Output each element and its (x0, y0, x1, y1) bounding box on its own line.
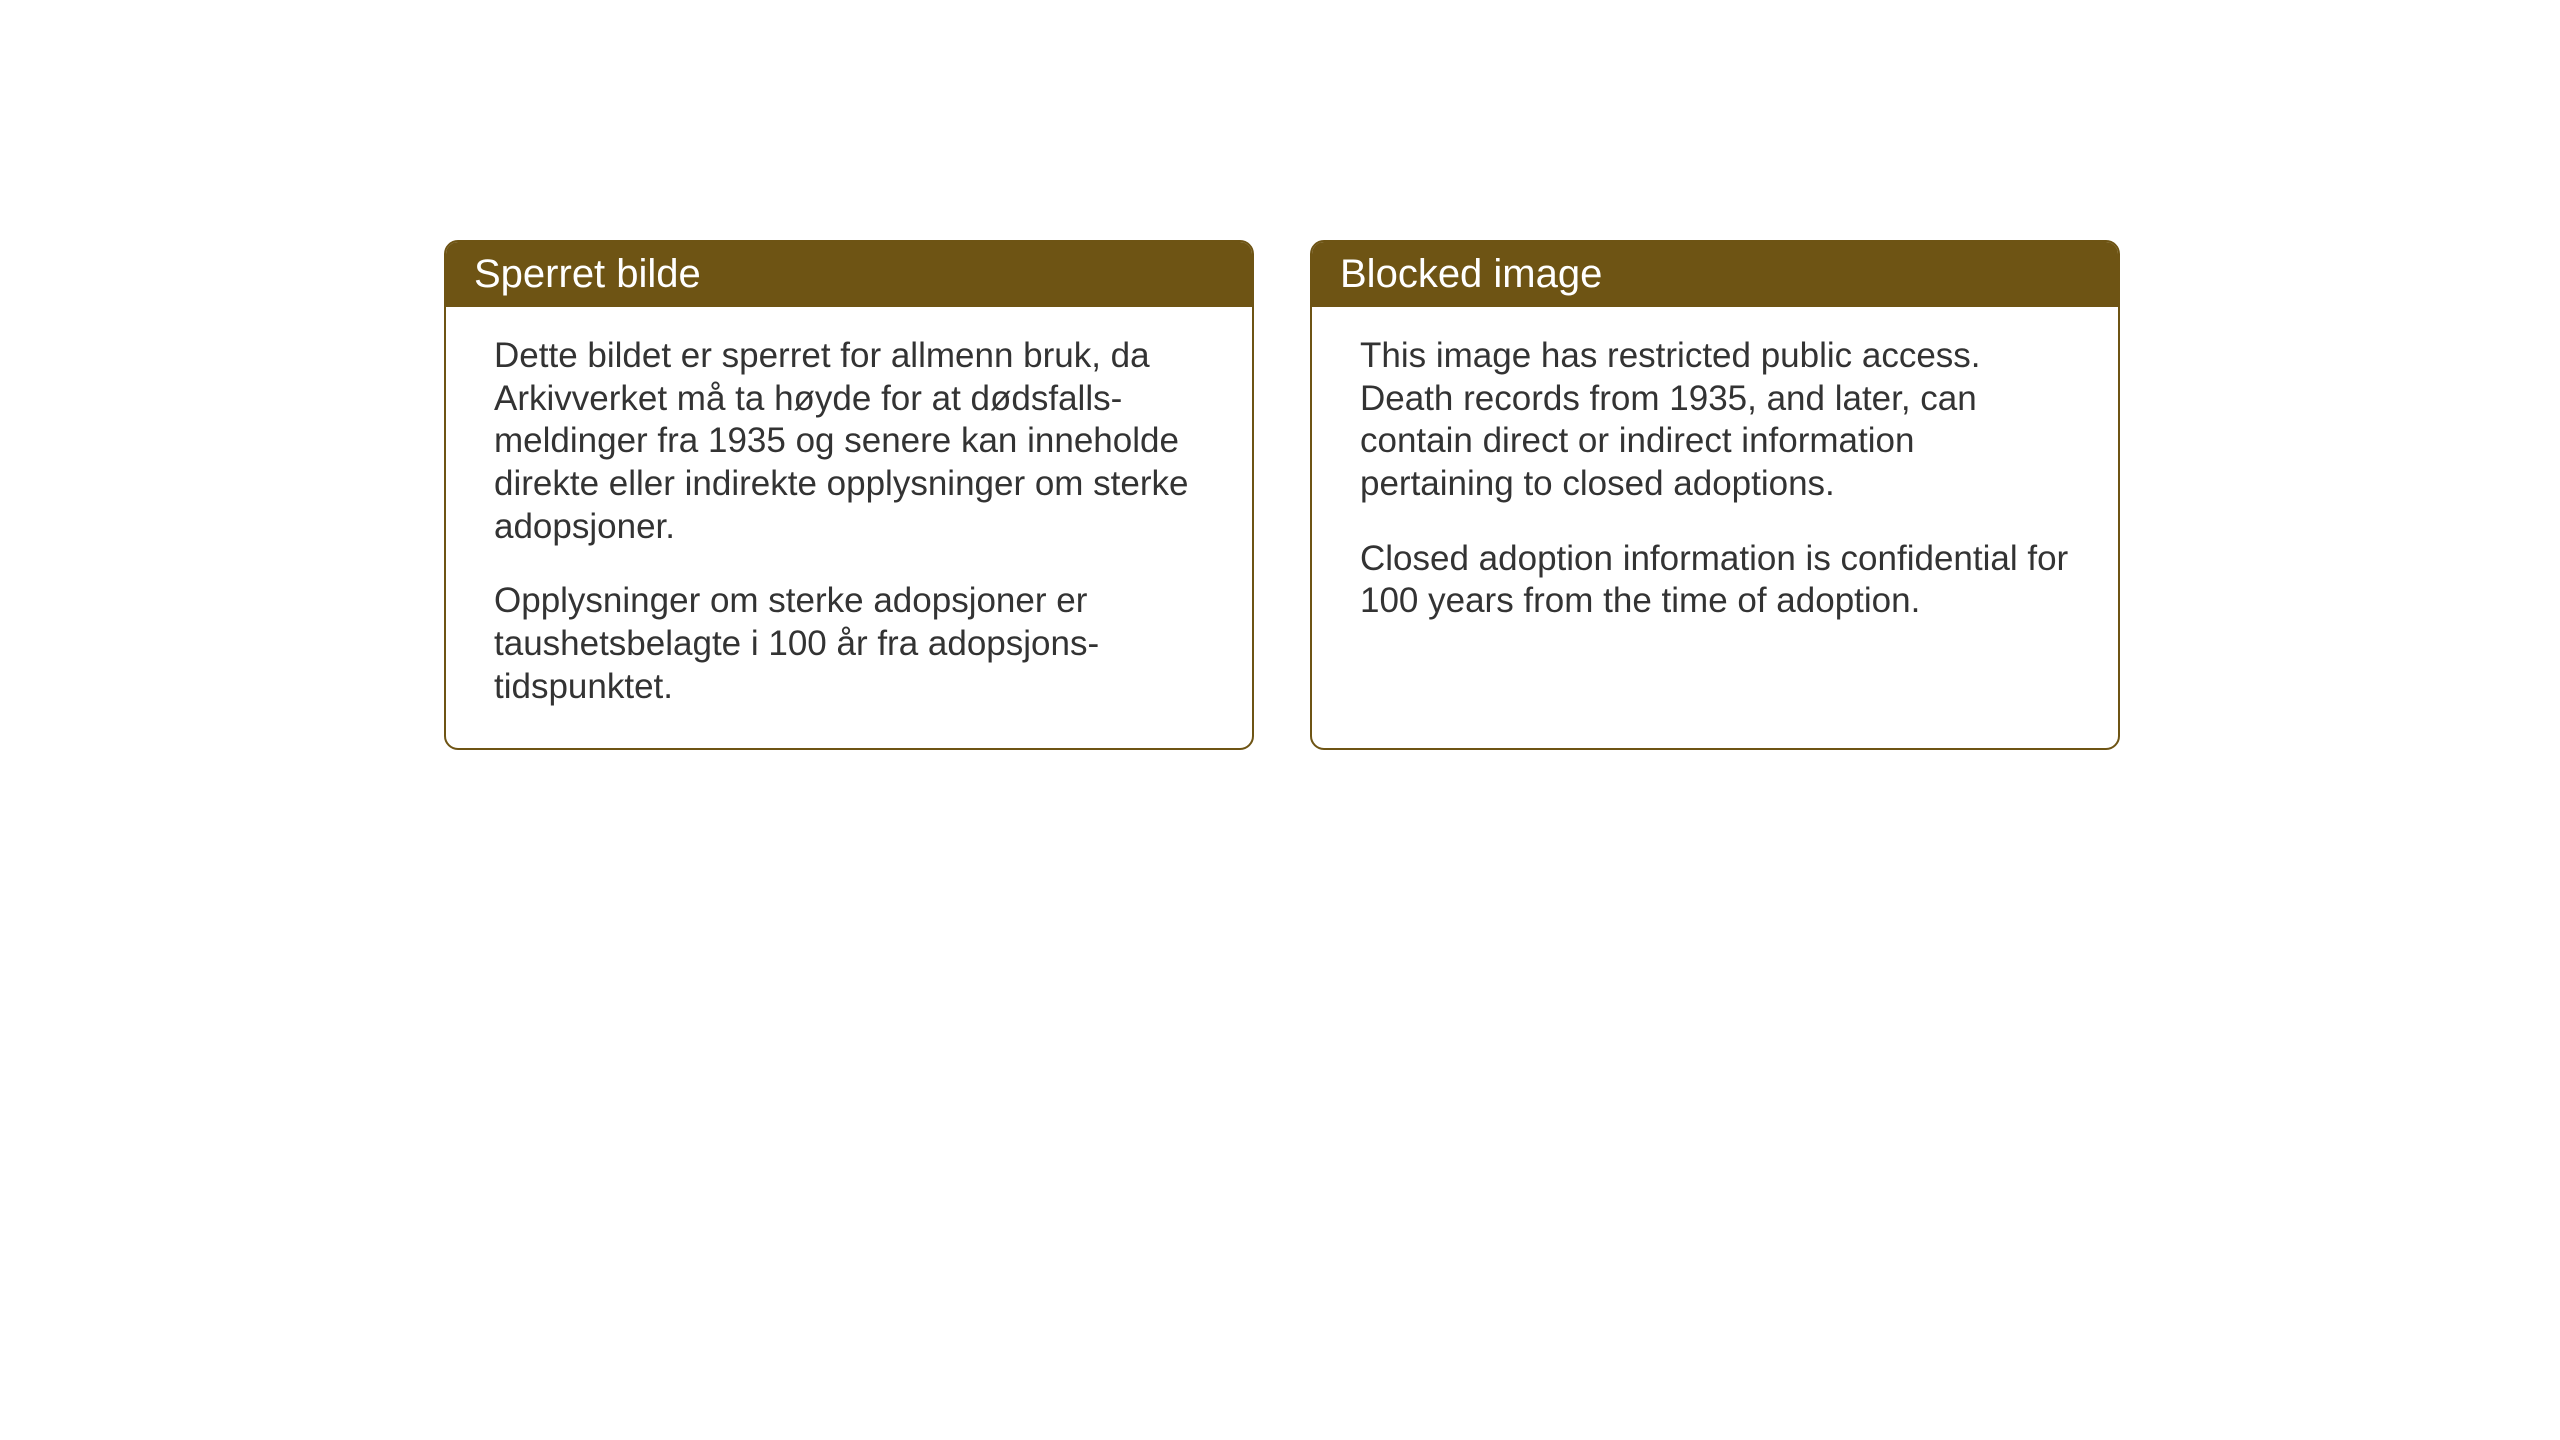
card-paragraph-english-1: This image has restricted public access.… (1360, 335, 2070, 506)
card-paragraph-english-2: Closed adoption information is confident… (1360, 538, 2070, 623)
notice-card-norwegian: Sperret bilde Dette bildet er sperret fo… (444, 240, 1254, 750)
card-header-norwegian: Sperret bilde (446, 242, 1252, 307)
card-body-english: This image has restricted public access.… (1312, 307, 2118, 659)
card-title-norwegian: Sperret bilde (474, 252, 701, 296)
card-body-norwegian: Dette bildet er sperret for allmenn bruk… (446, 307, 1252, 745)
card-header-english: Blocked image (1312, 242, 2118, 307)
notice-container: Sperret bilde Dette bildet er sperret fo… (444, 240, 2120, 750)
card-title-english: Blocked image (1340, 252, 1602, 296)
card-paragraph-norwegian-2: Opplysninger om sterke adopsjoner er tau… (494, 580, 1204, 708)
notice-card-english: Blocked image This image has restricted … (1310, 240, 2120, 750)
card-paragraph-norwegian-1: Dette bildet er sperret for allmenn bruk… (494, 335, 1204, 548)
